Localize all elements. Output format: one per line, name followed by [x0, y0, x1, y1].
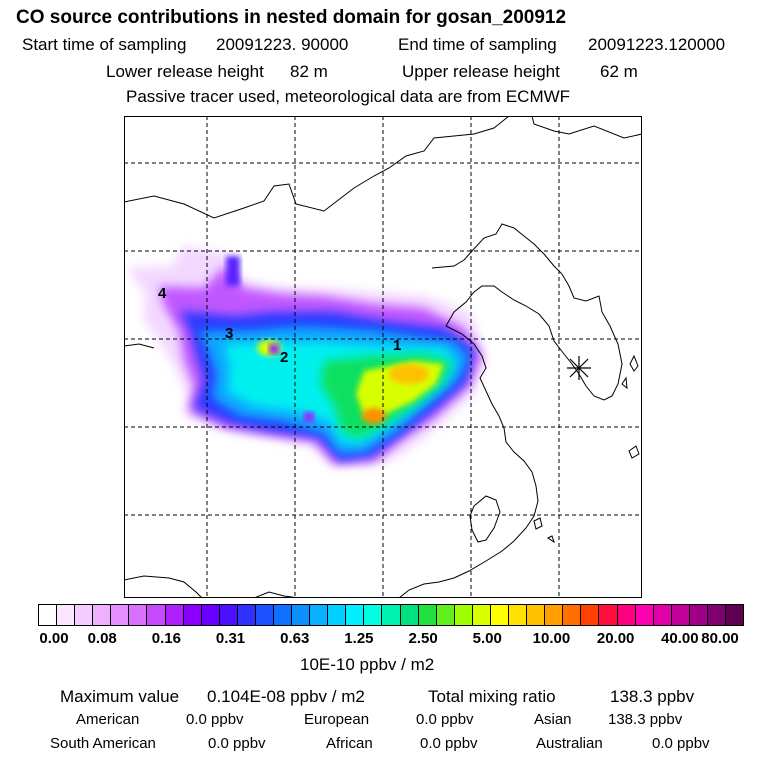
- max-value-label: Maximum value: [60, 687, 180, 706]
- colorbar-tick-label: 0.16: [151, 630, 181, 647]
- total-mixing-label: Total mixing ratio: [428, 687, 556, 706]
- colorbar-swatch: [274, 605, 293, 625]
- map-frame: [124, 116, 642, 598]
- colorbar-swatch: [581, 605, 600, 625]
- colorbar-swatch: [183, 605, 202, 625]
- australian-label: Australian: [536, 735, 603, 752]
- colorbar-swatch: [93, 605, 112, 625]
- colorbar-tick-label: 40.00: [661, 630, 699, 647]
- upper-height-value: 62 m: [600, 62, 638, 81]
- colorbar-swatch: [635, 605, 654, 625]
- colorbar-swatch: [725, 605, 744, 625]
- colorbar-tick-label: 10.00: [532, 630, 571, 647]
- african-value: 0.0 ppbv: [420, 735, 478, 752]
- asian-value: 138.3 ppbv: [608, 711, 683, 728]
- south-american-value: 0.0 ppbv: [208, 735, 266, 752]
- colorbar-swatch: [671, 605, 690, 625]
- end-time-label: End time of sampling: [398, 35, 557, 54]
- colorbar-swatch: [436, 605, 455, 625]
- colorbar-swatch: [454, 605, 473, 625]
- colorbar-tick-label: 1.25: [344, 630, 374, 647]
- american-label: American: [76, 711, 140, 728]
- colorbar-swatch: [328, 605, 347, 625]
- colorbar-swatch: [599, 605, 618, 625]
- colorbar-swatch: [364, 605, 383, 625]
- colorbar-tick-label: 0.08: [87, 630, 117, 647]
- concentration-plume: [126, 246, 486, 466]
- end-time-value: 20091223.120000: [588, 35, 726, 54]
- upper-height-label: Upper release height: [402, 62, 560, 81]
- colorbar-tick-label: 0.63: [280, 630, 310, 647]
- lat-lon-grid: [124, 116, 642, 598]
- colorbar: [38, 604, 744, 626]
- colorbar-swatch: [653, 605, 672, 625]
- colorbar-swatch: [75, 605, 94, 625]
- colorbar-tick-label: 2.50: [408, 630, 438, 647]
- australian-value: 0.0 ppbv: [652, 735, 710, 752]
- asian-label: Asian: [534, 711, 572, 728]
- colorbar-swatch: [39, 605, 58, 625]
- colorbar-swatch: [346, 605, 365, 625]
- colorbar-swatch: [400, 605, 419, 625]
- source-marker-3: 3: [225, 325, 233, 342]
- colorbar-swatch: [509, 605, 528, 625]
- colorbar-swatch: [310, 605, 329, 625]
- colorbar-tick-label: 20.00: [596, 630, 635, 647]
- colorbar-tick-label: 0.00: [39, 630, 69, 647]
- colorbar-swatch: [472, 605, 491, 625]
- colorbar-swatch: [255, 605, 275, 625]
- colorbar-unit: 10E-10 ppbv / m2: [300, 655, 435, 674]
- colorbar-swatch: [147, 605, 166, 625]
- source-marker-2: 2: [280, 349, 288, 366]
- colorbar-swatch: [527, 605, 546, 625]
- source-marker-4: 4: [158, 285, 167, 302]
- colorbar-swatch: [563, 605, 582, 625]
- lower-height-label: Lower release height: [106, 62, 264, 81]
- colorbar-tick-label: 80.00: [701, 630, 739, 647]
- tracer-note: Passive tracer used, meteorological data…: [126, 87, 571, 106]
- max-value: 0.104E-08 ppbv / m2: [207, 687, 365, 706]
- colorbar-tick-label: 0.31: [215, 630, 246, 647]
- african-label: African: [326, 735, 373, 752]
- source-marker-1: 1: [393, 337, 401, 354]
- colorbar-swatch: [219, 605, 238, 625]
- colorbar-swatch: [292, 605, 311, 625]
- colorbar-tick-label: 5.00: [472, 630, 502, 647]
- european-label: European: [304, 711, 370, 728]
- colorbar-swatch: [617, 605, 636, 625]
- colorbar-swatch: [129, 605, 148, 625]
- total-mixing-value: 138.3 ppbv: [610, 687, 695, 706]
- colorbar-swatch: [490, 605, 510, 625]
- south-american-label: South American: [50, 735, 156, 752]
- colorbar-swatch: [418, 605, 437, 625]
- colorbar-swatch: [689, 605, 708, 625]
- american-value: 0.0 ppbv: [186, 711, 244, 728]
- start-time-label: Start time of sampling: [22, 35, 187, 54]
- colorbar-swatch: [545, 605, 564, 625]
- start-time-value: 20091223. 90000: [216, 35, 349, 54]
- colorbar-swatch: [111, 605, 130, 625]
- colorbar-swatch: [57, 605, 76, 625]
- colorbar-swatch: [382, 605, 401, 625]
- colorbar-swatch: [201, 605, 220, 625]
- source-contribution-map: 1 2 3 4: [124, 116, 642, 598]
- receptor-star-icon: [567, 356, 591, 380]
- colorbar-swatch: [165, 605, 184, 625]
- colorbar-swatch: [707, 605, 726, 625]
- lower-height-value: 82 m: [290, 62, 328, 81]
- colorbar-swatch: [237, 605, 256, 625]
- european-value: 0.0 ppbv: [416, 711, 474, 728]
- plot-title: CO source contributions in nested domain…: [16, 7, 567, 28]
